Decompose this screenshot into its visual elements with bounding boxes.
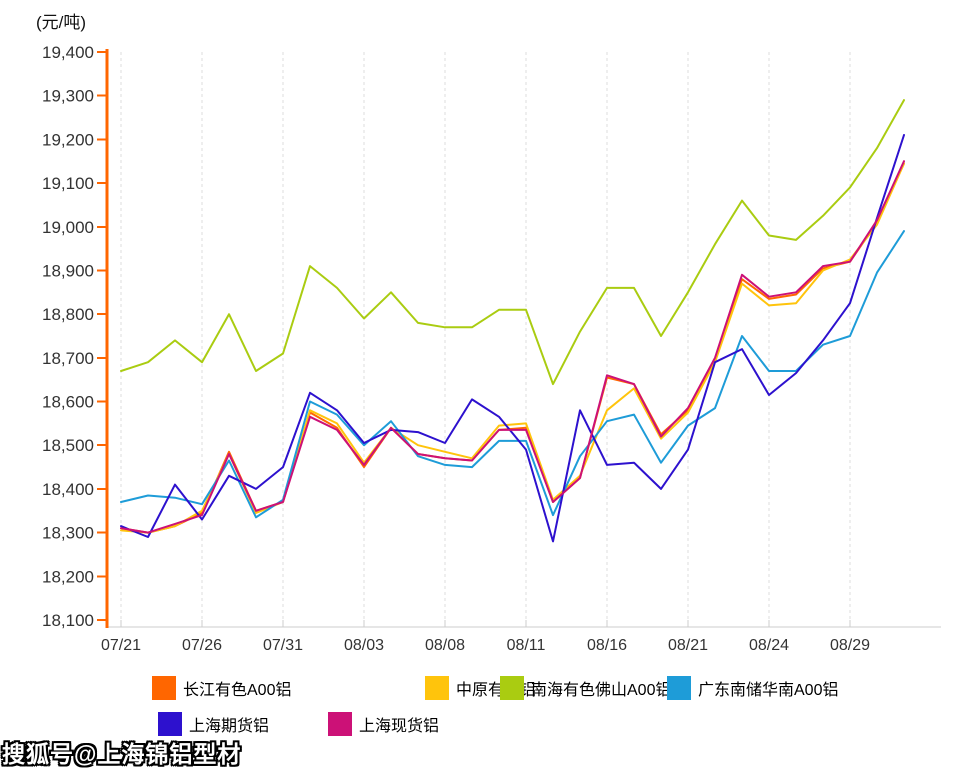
legend-label-0: 长江有色A00铝 (183, 682, 292, 699)
legend-swatch-5 (328, 712, 352, 736)
x-axis-label: 08/16 (587, 637, 627, 654)
legend-swatch-2 (500, 676, 524, 700)
legend-label-5: 上海现货铝 (359, 718, 440, 735)
x-axis-label: 07/26 (182, 637, 222, 654)
y-axis-label: 19,400 (42, 43, 94, 62)
x-axis-label: 08/08 (425, 637, 465, 654)
legend-swatch-3 (667, 676, 691, 700)
x-axis-label: 07/21 (101, 637, 141, 654)
y-axis-label: 19,200 (42, 130, 94, 149)
x-axis-label: 08/03 (344, 637, 384, 654)
legend-item-2: 南海有色佛山A00铝 (500, 676, 671, 700)
x-axis-label: 08/24 (749, 637, 789, 654)
series-line-5 (120, 160, 905, 534)
series-line-2 (120, 99, 905, 386)
y-axis-label: 18,300 (42, 524, 94, 543)
legend-label-2: 南海有色佛山A00铝 (531, 682, 672, 699)
x-axis-label: 08/21 (668, 637, 708, 654)
legend-swatch-0 (152, 676, 176, 700)
legend-swatch-1 (425, 676, 449, 700)
x-axis-label: 07/31 (263, 637, 303, 654)
legend-item-5: 上海现货铝 (328, 712, 439, 736)
legend-item-3: 广东南储华南A00铝 (667, 676, 838, 700)
y-axis-label: 18,900 (42, 261, 94, 280)
legend-item-0: 长江有色A00铝 (152, 676, 291, 700)
series-line-1 (120, 162, 905, 534)
chart-legend: 长江有色A00铝 中原有色铝 南海有色佛山A00铝 广东南储华南A00铝 上海期货铝 上海… (0, 674, 963, 764)
series-line-0 (120, 162, 905, 534)
series-line-4 (120, 134, 905, 543)
x-axis-label: 08/11 (507, 637, 546, 654)
y-axis-unit-title: (元/吨) (36, 13, 87, 32)
price-chart-svg: 07/21 07/26 07/31 08/03 08/08 08/11 08/16 08/21… (42, 43, 941, 654)
sohu-watermark: 搜狐号@上海锦铝型材 (2, 741, 242, 767)
series-line-3 (120, 230, 905, 519)
y-axis-label: 19,300 (42, 87, 94, 106)
y-axis-label: 19,100 (42, 174, 94, 193)
y-axis-label: 18,400 (42, 480, 94, 499)
y-axis-label: 18,100 (42, 611, 94, 630)
legend-swatch-4 (158, 712, 182, 736)
legend-item-4: 上海期货铝 (158, 712, 269, 736)
y-axis-label: 19,000 (42, 218, 94, 237)
legend-label-4: 上海期货铝 (189, 718, 270, 735)
y-axis-label: 18,600 (42, 393, 94, 412)
y-axis-label: 18,800 (42, 305, 94, 324)
legend-label-3: 广东南储华南A00铝 (698, 682, 839, 699)
y-axis-label: 18,500 (42, 436, 94, 455)
x-axis-label: 08/29 (830, 637, 870, 654)
y-axis-label: 18,700 (42, 349, 94, 368)
y-axis-label: 18,200 (42, 567, 94, 586)
